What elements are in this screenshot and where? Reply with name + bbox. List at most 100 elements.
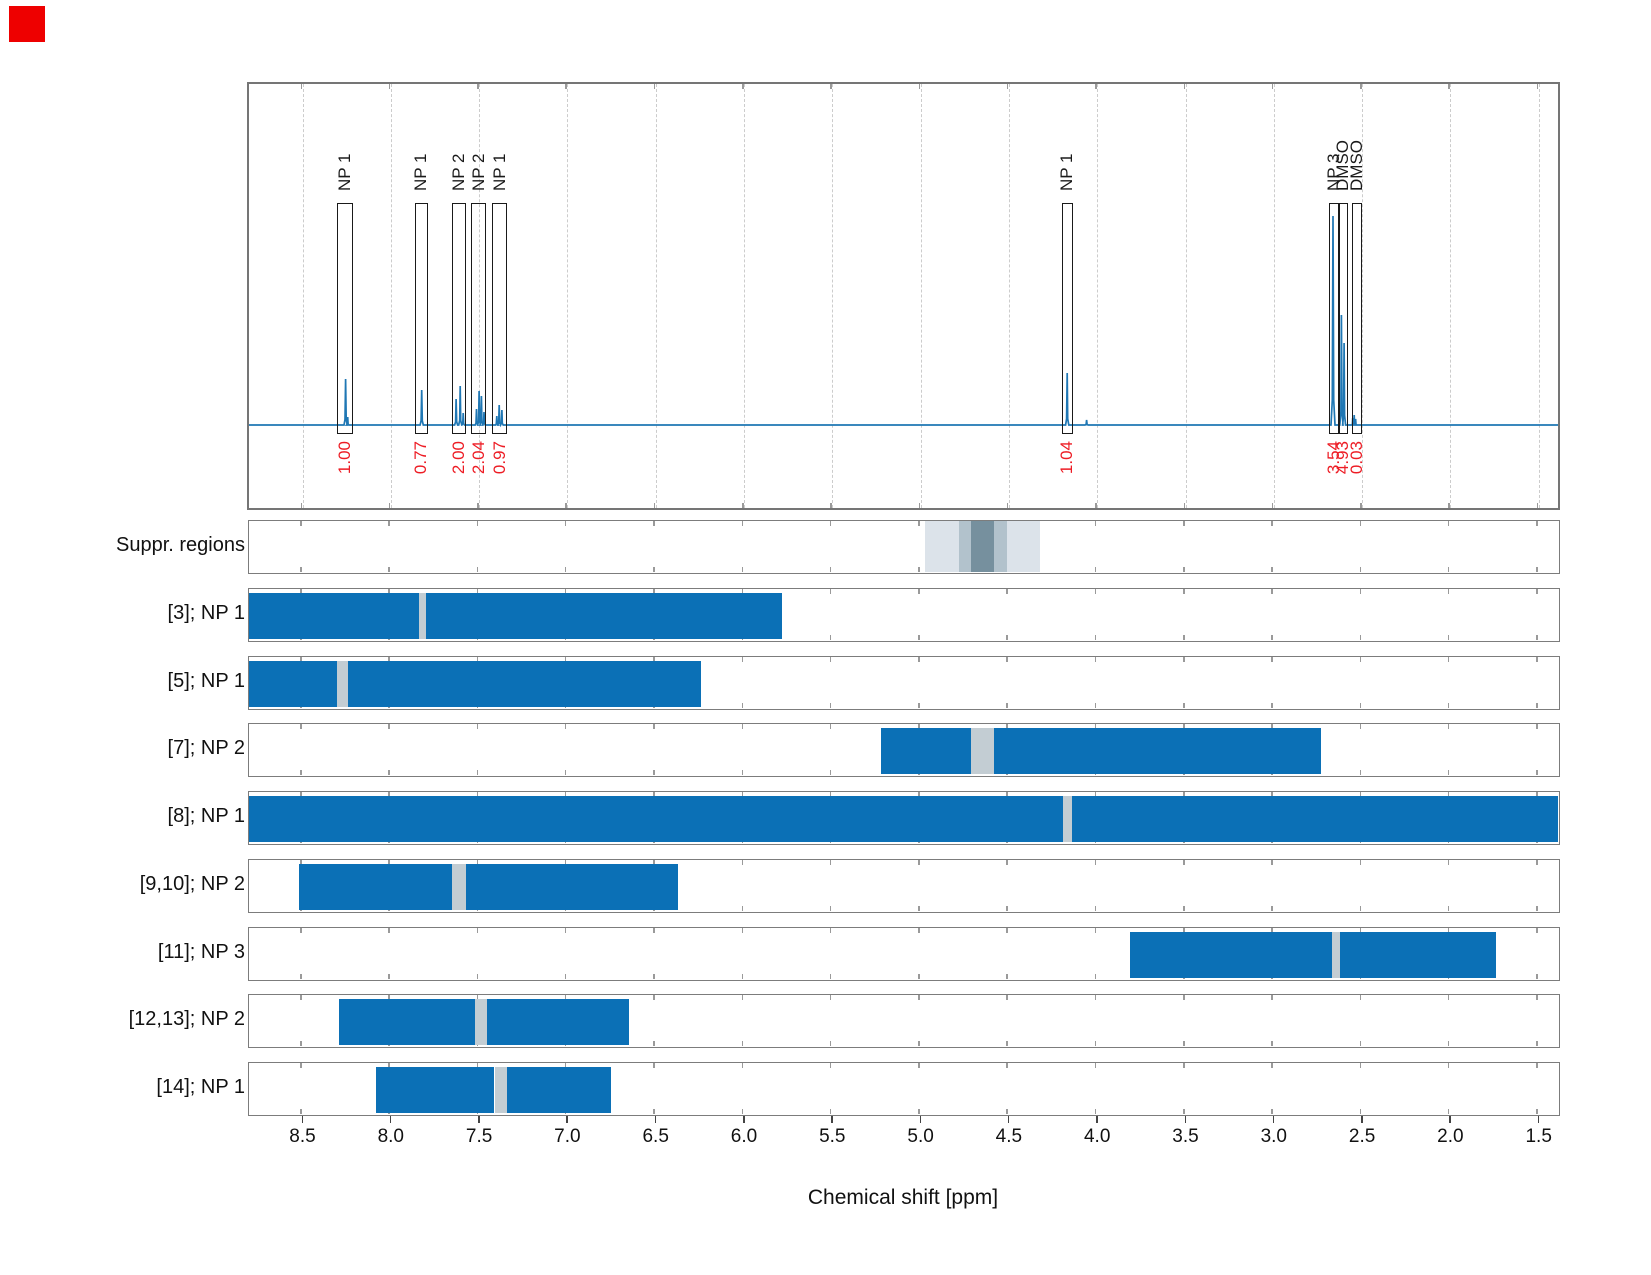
grid-tick-nub <box>653 656 655 662</box>
grid-tick-nub <box>1536 502 1539 508</box>
grid-tick-nub <box>830 502 832 508</box>
grid-tick-nub <box>300 656 302 662</box>
grid-tick-nub <box>1183 702 1185 708</box>
gridline <box>655 83 657 508</box>
peak-region-label: NP 1 <box>411 153 431 191</box>
grid-tick-nub <box>1006 702 1008 708</box>
axis-tick-label: 4.0 <box>1083 1126 1111 1147</box>
grid-tick-nub <box>829 1109 832 1114</box>
grid-tick-nub <box>1536 792 1538 797</box>
region-bar-gap <box>475 999 488 1046</box>
grid-tick-nub <box>1447 927 1450 933</box>
grid-tick-nub <box>1095 83 1097 89</box>
grid-tick-nub <box>1006 905 1008 911</box>
grid-tick-nub <box>918 792 920 797</box>
grid-tick-nub <box>1183 502 1185 508</box>
grid-tick-nub <box>653 1063 655 1068</box>
grid-tick-nub <box>1094 995 1097 1001</box>
grid-tick-nub <box>741 770 743 776</box>
grid-tick-nub <box>1094 567 1097 572</box>
gridline <box>1450 83 1452 508</box>
grid-tick-nub <box>1536 995 1538 1001</box>
peak-region-box <box>451 202 466 434</box>
row-label: [11]; NP 3 <box>157 940 245 963</box>
peak-region-box <box>336 202 353 434</box>
grid-tick-nub <box>653 927 655 933</box>
grid-tick-nub <box>1094 905 1097 911</box>
grid-tick-nub <box>388 973 390 979</box>
grid-tick-nub <box>564 656 567 662</box>
grid-tick-nub <box>1536 973 1538 979</box>
peak-region-box <box>1328 202 1339 434</box>
grid-tick-nub <box>741 1041 743 1047</box>
grid-tick-nub <box>1271 588 1273 594</box>
grid-tick-nub <box>1183 859 1185 865</box>
grid-tick-nub <box>741 1063 743 1068</box>
grid-tick-nub <box>1447 656 1450 662</box>
grid-tick-nub <box>300 588 302 594</box>
grid-tick-nub <box>918 995 920 1001</box>
grid-tick-nub <box>300 973 302 979</box>
region-row-panel <box>247 791 1560 845</box>
grid-tick-nub <box>1447 1041 1450 1047</box>
row-label: [3]; NP 1 <box>167 601 245 624</box>
row-label: [12,13]; NP 2 <box>128 1008 245 1031</box>
grid-tick-nub <box>1536 702 1538 708</box>
grid-tick-nub <box>918 1063 920 1068</box>
grid-tick-nub <box>918 1109 920 1114</box>
region-row-panel <box>247 858 1560 913</box>
grid-tick-nub <box>1536 770 1538 776</box>
grid-tick-nub <box>653 1109 655 1114</box>
peak-region-label: NP 2 <box>448 153 468 191</box>
grid-tick-nub <box>918 927 920 933</box>
grid-tick-nub <box>1094 1063 1097 1068</box>
grid-tick-nub <box>1006 927 1008 933</box>
region-bar-gap <box>452 863 467 910</box>
grid-tick-nub <box>1359 1041 1362 1047</box>
grid-tick-nub <box>1183 656 1185 662</box>
region-bar-segment <box>376 1067 495 1113</box>
axis-tick-label: 7.5 <box>465 1126 493 1147</box>
grid-tick-nub <box>1536 521 1538 526</box>
grid-tick-nub <box>1183 724 1185 730</box>
grid-tick-nub <box>1183 1109 1185 1114</box>
axis-tick <box>1537 1116 1540 1123</box>
grid-tick-nub <box>300 83 302 89</box>
axis-tick-label: 6.5 <box>642 1126 669 1147</box>
peak-region-box <box>1351 202 1362 434</box>
grid-tick-nub <box>564 567 567 572</box>
grid-tick-nub <box>653 724 655 730</box>
grid-tick-nub <box>1183 567 1185 572</box>
grid-tick-nub <box>918 83 921 89</box>
gridline <box>1008 83 1010 508</box>
grid-tick-nub <box>388 521 390 526</box>
grid-tick-nub <box>1183 995 1185 1001</box>
grid-tick-nub <box>476 588 479 594</box>
grid-tick-nub <box>1359 724 1362 730</box>
grid-tick-nub <box>564 927 567 933</box>
grid-tick-nub <box>1006 792 1008 797</box>
peak-region-label: NP 2 <box>468 153 488 191</box>
axis-title: Chemical shift [ppm] <box>807 1186 999 1209</box>
grid-tick-nub <box>918 567 920 572</box>
grid-tick-nub <box>1006 1041 1008 1047</box>
grid-tick-nub <box>653 973 655 979</box>
row-label: [8]; NP 1 <box>167 805 245 827</box>
grid-tick-nub <box>476 656 479 662</box>
grid-tick-nub <box>1360 83 1362 89</box>
grid-tick-nub <box>829 770 832 776</box>
integral-label: 0.03 <box>1346 440 1366 474</box>
grid-tick-nub <box>1006 1063 1008 1068</box>
region-bar-segment <box>298 863 453 910</box>
grid-tick-nub <box>1094 634 1097 640</box>
grid-tick-nub <box>918 1041 920 1047</box>
grid-tick-nub <box>388 995 390 1001</box>
axis-tick-label: 7.0 <box>554 1126 581 1147</box>
grid-tick-nub <box>1447 995 1450 1001</box>
grid-tick-nub <box>1447 1109 1450 1114</box>
grid-tick-nub <box>1094 656 1097 662</box>
grid-tick-nub <box>741 724 743 730</box>
grid-tick-nub <box>829 724 832 730</box>
grid-tick-nub <box>653 588 655 594</box>
region-row-panel <box>247 926 1560 981</box>
